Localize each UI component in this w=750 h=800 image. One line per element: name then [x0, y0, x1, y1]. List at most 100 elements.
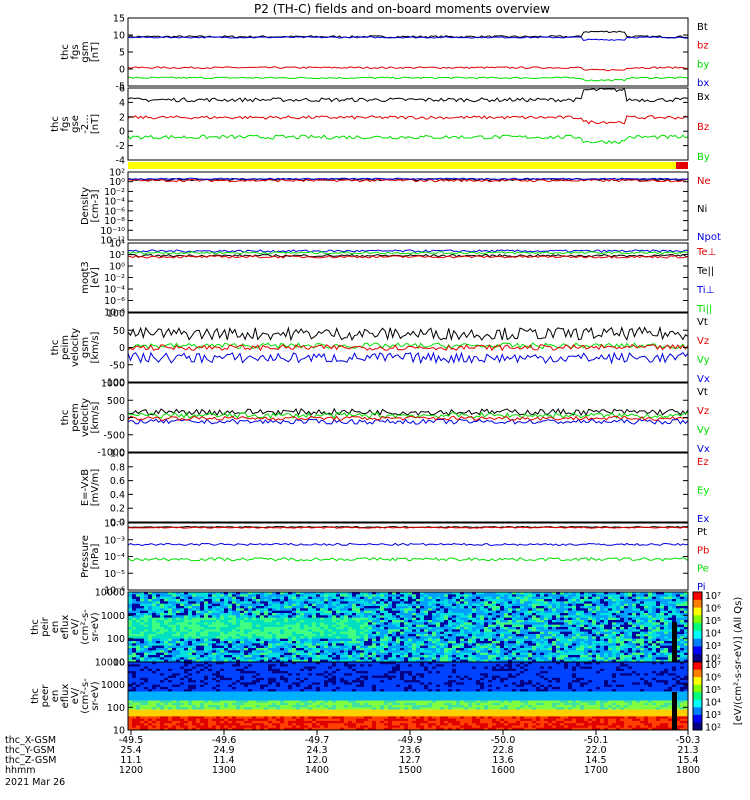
legend-Bt: Bt: [697, 22, 708, 33]
legend-Ti||: Ti||: [696, 304, 712, 315]
y-tick-label: 0: [119, 343, 125, 354]
trace-by: [128, 76, 689, 82]
colorbar: 10⁷10⁶10⁵10⁴10³10²10⁷10⁶10⁵10⁴10³10²[eV/…: [692, 591, 744, 734]
panel-fgs-gse: 6 4 2 0 -2 -4 thc fgs gse -2... [nT] Bx Bz By: [50, 84, 710, 167]
y-axis-label: [cm-3]: [90, 189, 101, 222]
y-axis-label: velocity: [70, 328, 81, 367]
y-axis-label: [nT]: [90, 114, 101, 134]
y-tick-label: 10⁻¹²: [100, 236, 125, 247]
y-tick-label: 10⁻⁸: [104, 308, 125, 319]
x-tick-label: 1300: [212, 765, 236, 776]
y-tick-label: 10⁻⁶: [104, 586, 125, 597]
colorbar-tick: 10³: [705, 710, 721, 721]
legend-Vx: Vx: [697, 374, 710, 385]
trace-Pt: [127, 525, 689, 529]
legend-Vy: Vy: [697, 425, 710, 436]
trace-Vx: [127, 351, 689, 365]
y-tick-label: -100: [103, 378, 125, 389]
x-row-label: thc_Z-GSM: [5, 755, 56, 766]
y-tick-label: -1000: [97, 448, 125, 459]
legend-bz: bz: [697, 41, 709, 52]
x-tick-label: 11.4: [213, 755, 234, 766]
x-tick-label: 12.7: [399, 755, 420, 766]
date-label: 2021 Mar 26: [5, 777, 65, 788]
trace-bx: [127, 36, 689, 41]
x-tick-label: 21.3: [677, 745, 698, 756]
panel-frame: [127, 87, 689, 161]
panel-frame: [127, 452, 689, 523]
y-tick-label: 0.6: [110, 476, 125, 487]
x-tick-label: 24.9: [213, 745, 234, 756]
colorbar-tick: 10⁶: [705, 673, 721, 684]
y-axis-label: thc: [30, 619, 41, 635]
trace-Bz: [127, 115, 689, 125]
colorbar-tick: 10⁷: [705, 660, 721, 671]
y-tick-label: 10⁻²: [104, 273, 125, 284]
y-axis-label: en: [50, 621, 61, 634]
y-axis-label: Density: [80, 187, 91, 225]
flag-bar: [128, 162, 676, 169]
legend-Bx: Bx: [697, 92, 710, 103]
y-axis-label: sr-eV): [90, 681, 101, 710]
y-axis-label: thc: [60, 44, 71, 60]
y-tick-label: 10⁻³: [104, 535, 125, 546]
y-tick-label: 10⁻²: [104, 519, 125, 530]
y-axis-label: eflux: [60, 615, 71, 640]
legend-bx: bx: [697, 78, 709, 89]
trace-Vt: [128, 407, 689, 417]
panel-frame: [127, 661, 689, 731]
y-axis-label: [eV]: [90, 267, 101, 288]
trace-Ti||: [127, 251, 689, 255]
data-gap: [672, 622, 677, 662]
legend-Pe: Pe: [697, 564, 709, 575]
x-tick-label: 1700: [584, 765, 608, 776]
chart-title: P2 (TH-C) fields and on-board moments ov…: [254, 2, 550, 16]
trace-Pb: [128, 526, 688, 529]
legend-by: by: [697, 59, 709, 70]
legend-Vt: Vt: [697, 387, 708, 398]
y-tick-label: 10⁻⁸: [104, 216, 125, 227]
panel-peer-eflux: 10000 1000 100 10 thc peer en eflux eV/(cm²-s-sr…: [30, 658, 689, 737]
y-tick-label: 10⁴: [109, 239, 125, 250]
y-axis-label: peer: [40, 684, 51, 708]
y-axis-label: E=-VxB: [80, 469, 91, 506]
y-tick-label: 10⁰: [109, 262, 125, 273]
legend-Vz: Vz: [697, 336, 709, 347]
legend-Te⊥: Te⊥: [696, 247, 716, 258]
trace-Pe: [127, 556, 689, 562]
x-tick-label: 11.1: [120, 755, 141, 766]
x-tick-label: -50.3: [676, 735, 701, 746]
trace-Vz: [127, 343, 689, 352]
legend-Vx: Vx: [697, 444, 710, 455]
y-tick-label: 10: [113, 31, 125, 42]
colorbar-tick: 10⁴: [705, 629, 721, 640]
x-tick-label: 12.0: [306, 755, 327, 766]
y-axis-label: gse: [70, 115, 81, 133]
y-tick-label: 1000: [101, 379, 125, 390]
y-tick-label: 10²: [109, 250, 125, 261]
y-axis-label: [mV/m]: [90, 469, 101, 507]
y-axis-label: (cm²-s-: [80, 609, 91, 645]
y-axis-label: eV/: [70, 618, 81, 635]
y-tick-label: 2: [119, 112, 125, 123]
y-axis-label: [km/s]: [90, 401, 101, 433]
trace-bz: [127, 66, 689, 72]
trace-Ti⊥: [127, 249, 689, 253]
y-tick-label: 0.2: [110, 504, 125, 515]
colorbar-tick: 10²: [705, 723, 721, 734]
colorbar-tick: 10²: [705, 654, 721, 665]
x-axis-annotations: thc_X-GSM -49.5 -49.6 -49.7 -49.9 -50.0 -50.1 -…: [5, 730, 700, 788]
legend-Ni: Ni: [697, 204, 707, 215]
y-axis-label: peir: [40, 616, 51, 636]
legend-Te||: Te||: [696, 266, 714, 277]
y-tick-label: 10⁻⁴: [104, 285, 125, 296]
panel-frame: [127, 17, 689, 87]
trace-Vx: [127, 418, 689, 425]
y-tick-label: 0.0: [110, 518, 125, 529]
y-axis-label: [nPa]: [90, 543, 101, 569]
y-tick-label: 10⁻²: [104, 187, 125, 198]
y-tick-label: 10⁻⁶: [104, 206, 125, 217]
data-gap: [672, 692, 677, 730]
colorbar-tick: 10³: [705, 641, 721, 652]
